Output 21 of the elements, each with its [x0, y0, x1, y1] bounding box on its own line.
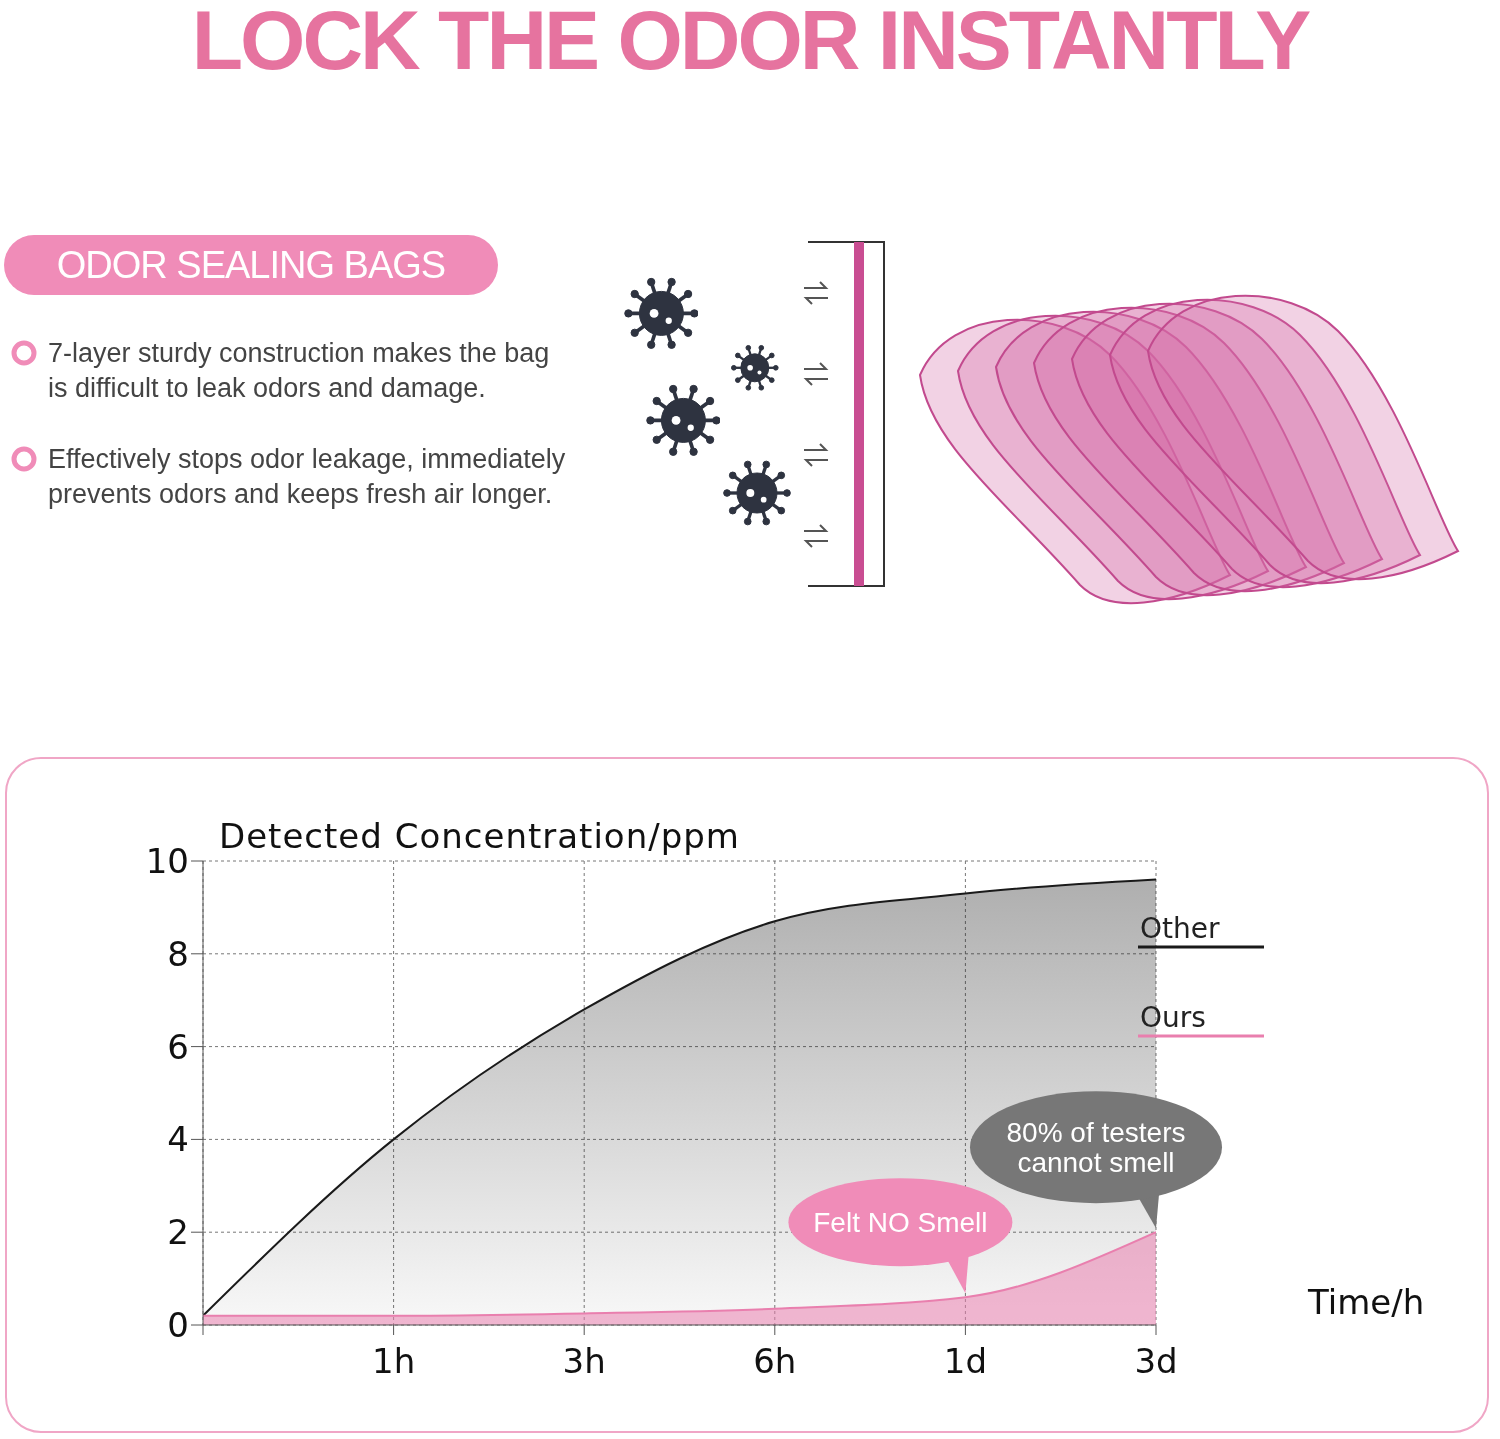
y-tick-label: 0 [167, 1305, 189, 1346]
x-tick-label: 3h [562, 1341, 606, 1382]
y-tick-label: 2 [167, 1212, 189, 1253]
series-label: Other [1139, 912, 1221, 945]
annotation: 80% of testers cannot smell [1006, 1117, 1186, 1179]
x-tick-label: 1d [943, 1341, 988, 1382]
text: 7-layer sturdy construction makes the bag is difficult to leak odors and damage. [48, 337, 551, 405]
y-tick-label: 6 [167, 1026, 189, 1067]
x-tick-label: 6h [753, 1341, 797, 1382]
text: Ours [1139, 1001, 1207, 1034]
annotation: Felt NO Smell [813, 1207, 988, 1239]
y-axis-title: Detected Concentration/ppm [219, 816, 740, 856]
x-tick-label: 1h [372, 1341, 416, 1382]
chart-title: LOCK THE ODOR INSTANTLY [190, 0, 1310, 89]
y-tick-label: 4 [167, 1119, 189, 1160]
y-tick-label: 8 [167, 933, 189, 974]
text: ODOR SEALING BAGS [4, 235, 498, 295]
x-axis-title: Time/h [1308, 1282, 1425, 1322]
x-tick-label: 3d [1134, 1341, 1178, 1382]
y-tick-label: 10 [145, 841, 189, 882]
text: Effectively stops odor leakage, immediately prevents odors and keeps fresh air longer. [48, 443, 567, 511]
